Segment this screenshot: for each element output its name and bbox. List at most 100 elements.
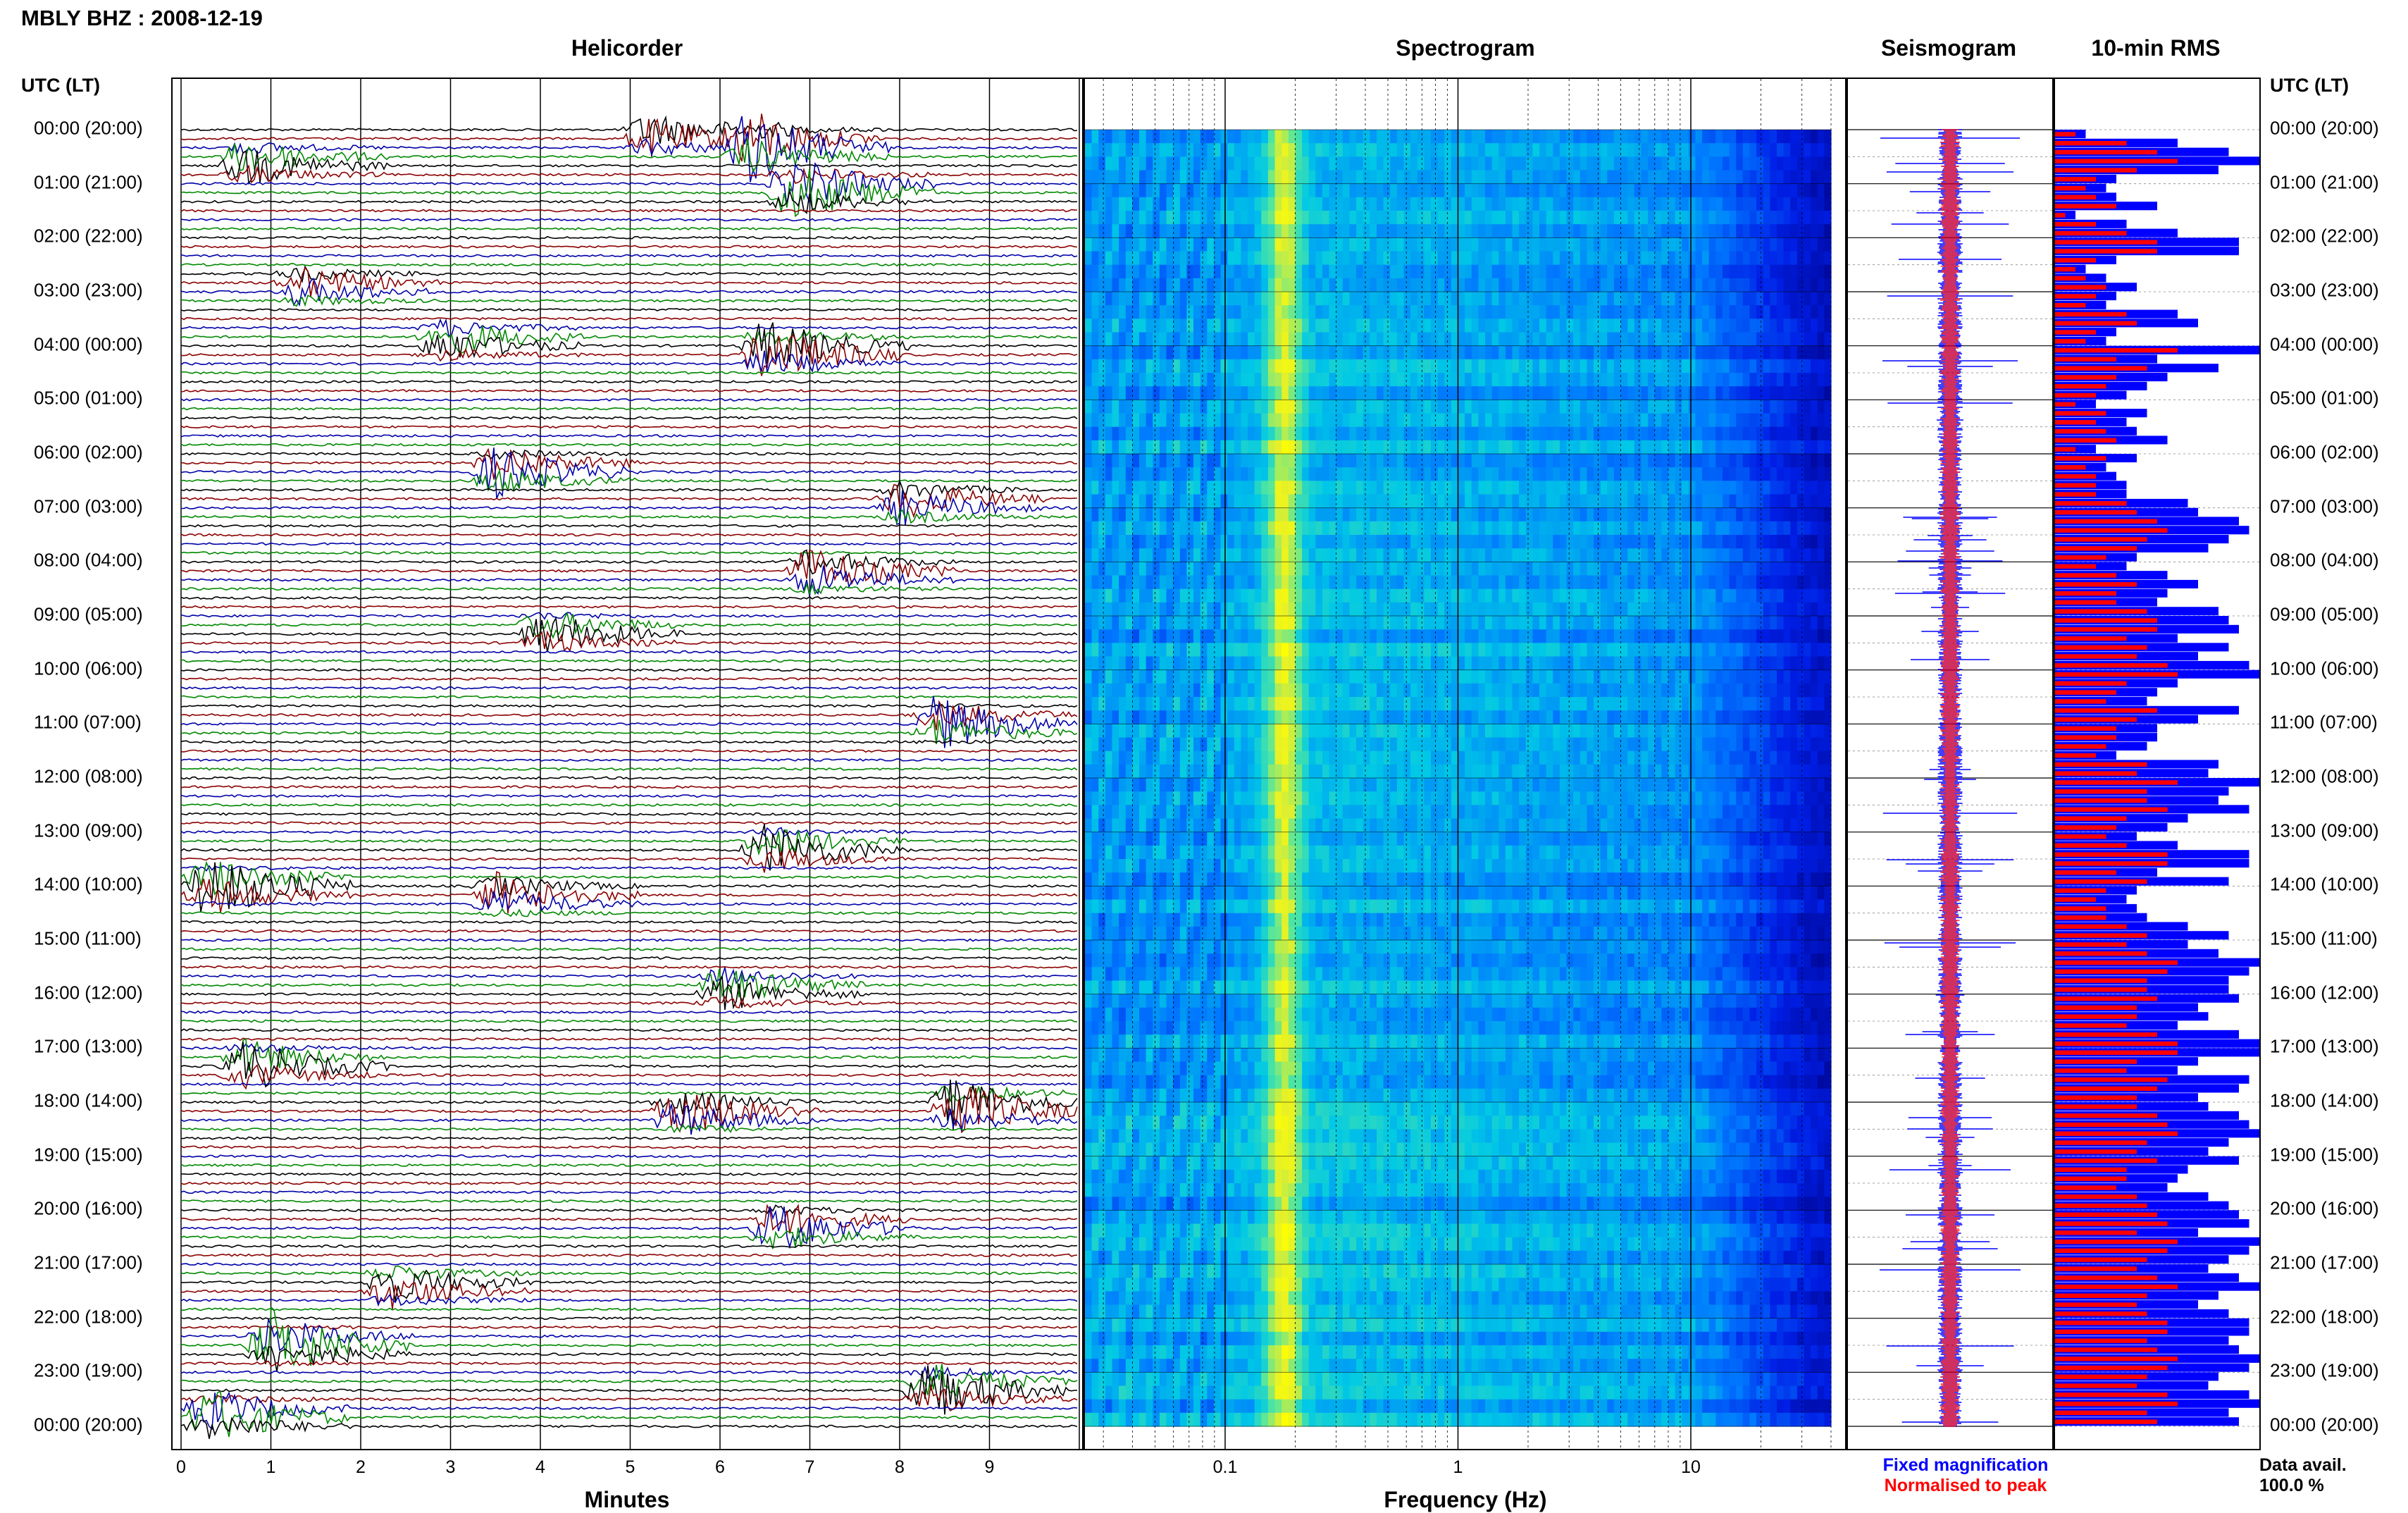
spectrogram-cell [1668, 292, 1675, 306]
helicorder-trace [181, 1038, 1077, 1040]
spectrogram-cell [1322, 373, 1329, 387]
spectrogram-cell [1356, 548, 1363, 562]
spectrogram-cell [1289, 278, 1296, 292]
spectrogram-cell [1404, 156, 1411, 171]
spectrogram-cell [1594, 156, 1601, 171]
spectrogram-cell [1567, 237, 1574, 252]
spectrogram-cell [1356, 156, 1363, 171]
spectrogram-cell [1248, 576, 1255, 590]
spectrogram-cell [1715, 130, 1723, 144]
spectrogram-cell [1221, 427, 1228, 441]
spectrogram-cell [1112, 643, 1119, 657]
spectrogram-cell [1167, 292, 1174, 306]
spectrogram-cell [1200, 237, 1208, 252]
spectrogram-cell [1153, 224, 1160, 238]
spectrogram-cell [1715, 319, 1723, 333]
spectrogram-cell [1539, 589, 1546, 603]
spectrogram-cell [1322, 224, 1329, 238]
spectrogram-cell [1696, 305, 1703, 319]
spectrogram-cell [1397, 333, 1404, 347]
spectrogram-cell [1797, 562, 1804, 576]
spectrogram-cell [1343, 548, 1350, 562]
spectrogram-cell [1472, 224, 1479, 238]
spectrogram-cell [1675, 278, 1682, 292]
spectrogram-cell [1736, 521, 1743, 536]
spectrogram-cell [1281, 130, 1289, 144]
spectrogram-cell [1377, 535, 1384, 549]
helicorder-trace [181, 777, 1077, 779]
spectrogram-cell [1295, 616, 1302, 630]
spectrogram-cell [1186, 495, 1193, 509]
spectrogram-cell [1736, 603, 1743, 617]
spectrogram-cell [1513, 292, 1520, 306]
spectrogram-cell [1627, 576, 1634, 590]
spectrogram-cell [1824, 562, 1831, 576]
spectrogram-cell [1641, 333, 1648, 347]
spectrogram-cell [1410, 454, 1417, 468]
spectrogram-cell [1675, 373, 1682, 387]
spectrogram-cell [1186, 156, 1193, 171]
spectrogram-cell [1275, 237, 1282, 252]
spectrogram-cell [1614, 684, 1621, 698]
spectrogram-cell [1506, 197, 1513, 211]
spectrogram-cell [1601, 603, 1608, 617]
spectrogram-cell [1268, 373, 1275, 387]
spectrogram-cell [1587, 292, 1594, 306]
spectrogram-cell [1315, 495, 1322, 509]
spectrogram-cell [1424, 333, 1431, 347]
helicorder-trace [181, 1029, 1077, 1031]
spectrogram-cell [1601, 373, 1608, 387]
spectrogram-cell [1736, 414, 1743, 428]
spectrogram-cell [1634, 481, 1641, 495]
spectrogram-cell [1275, 697, 1282, 711]
spectrogram-cell [1160, 576, 1167, 590]
spectrogram-cell [1186, 197, 1193, 211]
spectrogram-cell [1526, 156, 1533, 171]
spectrogram-cell [1160, 400, 1167, 414]
spectrogram-cell [1424, 143, 1431, 157]
spectrogram-cell [1553, 305, 1560, 319]
spectrogram-cell [1797, 265, 1804, 279]
spectrogram-cell [1146, 143, 1153, 157]
spectrogram-cell [1634, 576, 1641, 590]
spectrogram-cell [1105, 495, 1112, 509]
spectrogram-cell [1824, 333, 1831, 347]
spectrogram-cell [1594, 684, 1601, 698]
spectrogram-cell [1763, 643, 1770, 657]
spectrogram-cell [1601, 346, 1608, 360]
spectrogram-cell [1444, 373, 1451, 387]
spectrogram-cell [1160, 684, 1167, 698]
spectrogram-cell [1295, 197, 1302, 211]
spectrogram-cell [1818, 252, 1825, 266]
spectrogram-cell [1675, 521, 1682, 536]
spectrogram-cell [1784, 495, 1791, 509]
spectrogram-cell [1186, 373, 1193, 387]
spectrogram-cell [1601, 292, 1608, 306]
spectrogram-cell [1804, 252, 1811, 266]
spectrogram-cell [1607, 333, 1614, 347]
spectrogram-cell [1811, 643, 1818, 657]
helicorder-trace [181, 891, 1077, 911]
spectrogram-cell [1200, 171, 1208, 185]
spectrogram-cell [1763, 440, 1770, 455]
spectrogram-cell [1790, 521, 1797, 536]
spectrogram-cell [1661, 521, 1668, 536]
spectrogram-cell [1227, 292, 1234, 306]
spectrogram-cell [1350, 319, 1357, 333]
spectrogram-cell [1661, 373, 1668, 387]
spectrogram-cell [1146, 576, 1153, 590]
spectrogram-cell [1465, 508, 1472, 522]
spectrogram-cell [1146, 237, 1153, 252]
spectrogram-cell [1295, 697, 1302, 711]
spectrogram-cell [1513, 616, 1520, 630]
spectrogram-cell [1601, 278, 1608, 292]
spectrogram-cell [1309, 427, 1316, 441]
spectrogram-cell [1193, 508, 1200, 522]
spectrogram-cell [1730, 346, 1737, 360]
spectrogram-cell [1153, 265, 1160, 279]
spectrogram-cell [1356, 278, 1363, 292]
spectrogram-cell [1438, 548, 1445, 562]
spectrogram-cell [1614, 589, 1621, 603]
spectrogram-cell [1458, 603, 1465, 617]
spectrogram-cell [1336, 130, 1343, 144]
